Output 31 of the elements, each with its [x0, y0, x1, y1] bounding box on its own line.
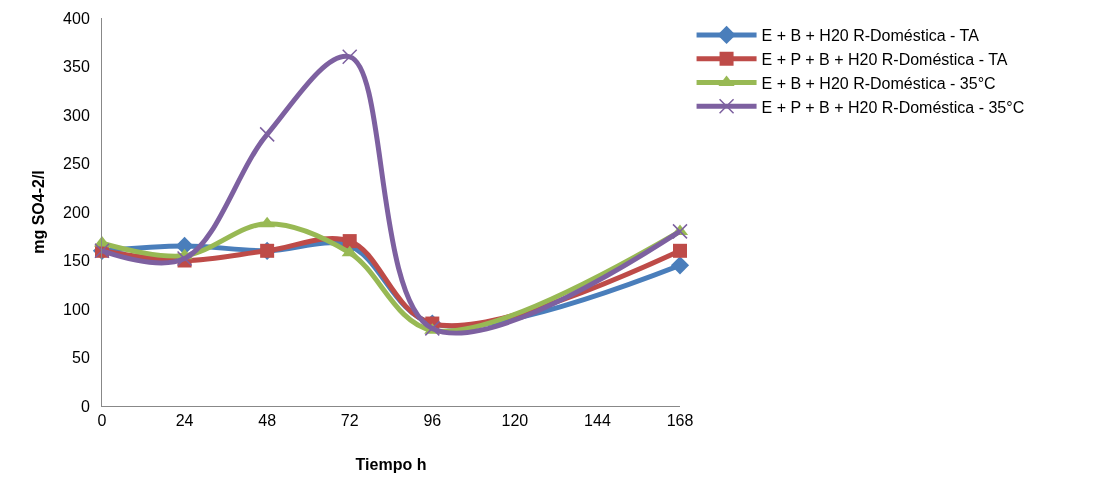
legend-label: E + P + B + H20 R-Doméstica - 35°C — [761, 98, 1025, 116]
point — [259, 126, 275, 143]
y-tick-label: 50 — [72, 349, 90, 367]
point — [341, 245, 358, 257]
y-tick-label: 0 — [80, 397, 90, 415]
point — [259, 216, 276, 228]
point — [673, 243, 687, 258]
y-tick-label: 200 — [63, 203, 90, 221]
point — [341, 49, 358, 65]
y-tick-label: 350 — [63, 58, 90, 76]
x-tick-label: 96 — [423, 412, 442, 430]
x-tick-label: 120 — [501, 412, 529, 430]
y-tick-label: 100 — [63, 300, 90, 318]
legend-label: E + B + H20 R-Doméstica - TA — [761, 27, 980, 45]
point — [342, 234, 357, 249]
y-tick-label: 400 — [63, 9, 90, 27]
x-tick-label: 144 — [584, 412, 611, 430]
x-tick-label: 48 — [258, 412, 277, 430]
y-tick-label: 150 — [63, 252, 90, 270]
x-axis-title: Tiempo h — [355, 455, 427, 473]
point — [672, 223, 688, 240]
legend-label: E + B + H20 R-Doméstica - 35°C — [761, 74, 996, 92]
x-tick-label: 168 — [666, 412, 694, 430]
legend-label: E + P + B + H20 R-Doméstica - TA — [761, 50, 1008, 68]
x-tick-label: 24 — [175, 412, 194, 430]
x-tick-label: 0 — [97, 412, 107, 430]
y-tick-label: 250 — [63, 155, 90, 173]
x-tick-label: 72 — [340, 412, 359, 430]
y-axis-title: mg SO4-2/l — [30, 170, 47, 254]
point — [670, 256, 690, 275]
y-tick-label: 300 — [63, 106, 90, 124]
